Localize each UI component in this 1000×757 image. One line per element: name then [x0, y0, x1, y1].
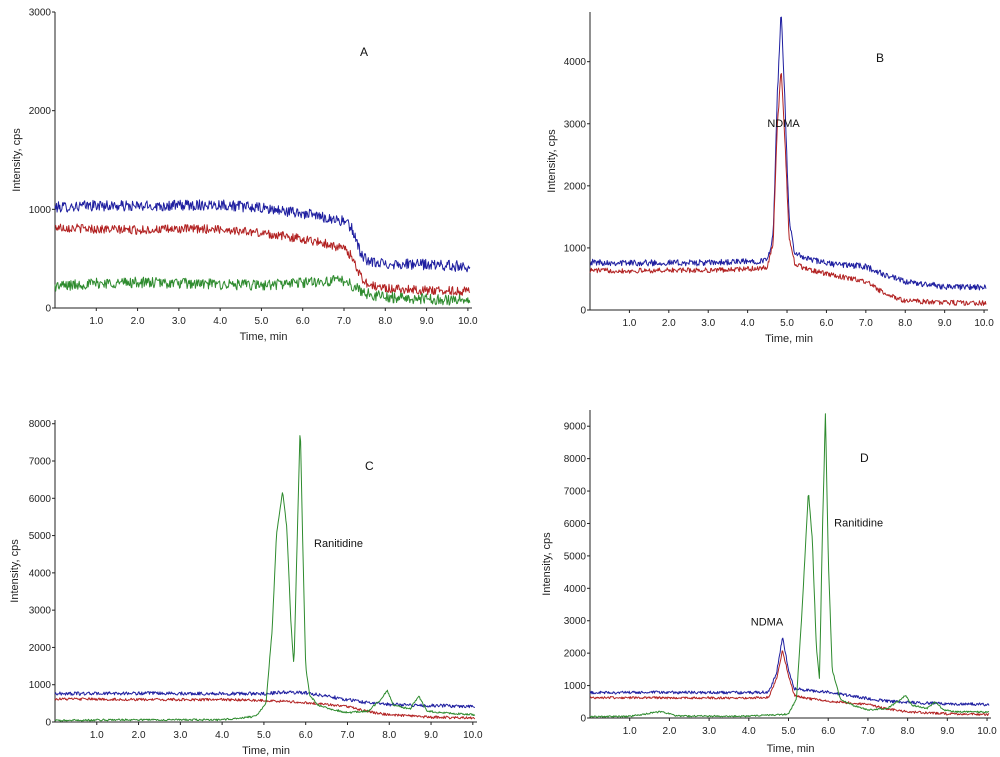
x-tick-label: 10.0	[977, 726, 997, 737]
trace-series-1	[54, 690, 475, 709]
panel-letter: C	[365, 459, 374, 473]
x-tick-label: 6.0	[299, 730, 313, 741]
chart-panel-b: 0 1000 2000 3000 4000 1.0 2.0 3.0 4.0 5.0 6.0 7.0 8.…	[546, 12, 994, 345]
y-tick-label: 0	[45, 304, 51, 315]
y-tick-label: 8000	[564, 454, 587, 465]
x-tick-label: 10.0	[463, 730, 483, 741]
peak-annotation: Ranitidine	[834, 518, 883, 530]
y-axis-title: Intensity, cps	[11, 128, 23, 192]
x-axis-title: Time, min	[242, 745, 290, 757]
peak-annotation: Ranitidine	[314, 538, 363, 550]
x-tick-label: 5.0	[254, 316, 268, 327]
y-tick-label: 4000	[29, 568, 52, 579]
x-tick-label: 7.0	[861, 726, 875, 737]
trace-series-1	[589, 16, 987, 291]
y-tick-label: 2000	[564, 181, 587, 192]
x-axis-title: Time, min	[240, 331, 288, 343]
y-tick-label: 6000	[29, 494, 52, 505]
panel-letter: D	[860, 451, 869, 465]
y-axis-title: Intensity, cps	[541, 532, 553, 596]
x-axis-title: Time, min	[765, 333, 813, 345]
x-tick-label: 9.0	[420, 316, 434, 327]
x-tick-label: 2.0	[132, 730, 146, 741]
y-tick-label: 2000	[29, 106, 52, 117]
x-tick-label: 8.0	[382, 730, 396, 741]
x-tick-label: 8.0	[898, 318, 912, 329]
chart-panel-c: 0 1000 2000 3000 4000 5000 6000 7000 8000 1.0 2.0 3…	[9, 419, 483, 757]
y-axis-title: Intensity, cps	[546, 129, 558, 193]
trace-series-2	[54, 697, 476, 720]
y-tick-label: 2000	[564, 649, 587, 660]
y-tick-label: 6000	[564, 519, 587, 530]
x-tick-label: 3.0	[172, 316, 186, 327]
x-tick-label: 2.0	[662, 318, 676, 329]
trace-series-1	[54, 199, 471, 273]
x-tick-label: 6.0	[296, 316, 310, 327]
x-tick-label: 8.0	[378, 316, 392, 327]
x-tick-label: 1.0	[623, 726, 637, 737]
panel-letter: A	[360, 45, 368, 59]
y-axis-title: Intensity, cps	[9, 539, 21, 603]
x-tick-label: 5.0	[782, 726, 796, 737]
x-tick-label: 9.0	[940, 726, 954, 737]
y-tick-label: 8000	[29, 419, 52, 430]
x-tick-label: 7.0	[337, 316, 351, 327]
x-tick-label: 5.0	[780, 318, 794, 329]
trace-series-2	[590, 650, 990, 716]
x-tick-label: 8.0	[901, 726, 915, 737]
y-tick-label: 0	[580, 306, 586, 317]
x-tick-label: 9.0	[424, 730, 438, 741]
x-tick-label: 4.0	[741, 318, 755, 329]
x-tick-label: 5.0	[257, 730, 271, 741]
x-tick-label: 2.0	[662, 726, 676, 737]
x-tick-label: 9.0	[938, 318, 952, 329]
x-axis-title: Time, min	[767, 743, 815, 755]
chart-panel-a: 0 1000 2000 3000 1.0 2.0 3.0 4.0 5.0 6.0 7.0 8.0 9.0…	[11, 8, 478, 344]
x-tick-label: 10.0	[974, 318, 994, 329]
x-tick-label: 2.0	[131, 316, 145, 327]
y-tick-label: 5000	[29, 531, 52, 542]
x-tick-label: 3.0	[702, 726, 716, 737]
y-tick-label: 3000	[29, 606, 52, 617]
peak-annotation: NDMA	[767, 118, 800, 130]
x-tick-label: 10.0	[458, 316, 478, 327]
x-tick-label: 6.0	[819, 318, 833, 329]
y-tick-label: 3000	[564, 119, 587, 130]
y-tick-label: 4000	[564, 584, 587, 595]
y-tick-label: 3000	[29, 8, 52, 19]
y-tick-label: 3000	[564, 616, 587, 627]
y-tick-label: 1000	[29, 680, 52, 691]
x-tick-label: 6.0	[821, 726, 835, 737]
y-tick-label: 1000	[29, 205, 52, 216]
trace-series-3	[55, 435, 476, 722]
y-tick-label: 0	[580, 714, 586, 725]
x-tick-label: 4.0	[213, 316, 227, 327]
y-tick-label: 5000	[564, 551, 587, 562]
y-tick-label: 7000	[29, 457, 52, 468]
y-tick-label: 1000	[564, 681, 587, 692]
trace-series-1	[589, 637, 990, 707]
x-tick-label: 4.0	[215, 730, 229, 741]
chart-panel-d: 0 1000 2000 3000 4000 5000 6000 7000 8000 9000 1.0…	[541, 410, 997, 755]
x-tick-label: 3.0	[173, 730, 187, 741]
trace-series-3	[589, 413, 990, 718]
y-tick-label: 0	[45, 718, 51, 729]
x-tick-label: 1.0	[89, 316, 103, 327]
x-tick-label: 4.0	[742, 726, 756, 737]
y-tick-label: 4000	[564, 57, 587, 68]
y-tick-label: 1000	[564, 243, 587, 254]
panel-letter: B	[876, 51, 884, 65]
y-tick-label: 2000	[29, 643, 52, 654]
y-tick-label: 9000	[564, 422, 587, 433]
trace-series-3	[54, 275, 471, 306]
y-tick-label: 7000	[564, 487, 587, 498]
x-tick-label: 7.0	[341, 730, 355, 741]
x-tick-label: 1.0	[622, 318, 636, 329]
x-tick-label: 3.0	[701, 318, 715, 329]
x-tick-label: 1.0	[90, 730, 104, 741]
trace-series-2	[589, 73, 987, 306]
x-tick-label: 7.0	[859, 318, 873, 329]
peak-annotation: NDMA	[751, 617, 784, 629]
